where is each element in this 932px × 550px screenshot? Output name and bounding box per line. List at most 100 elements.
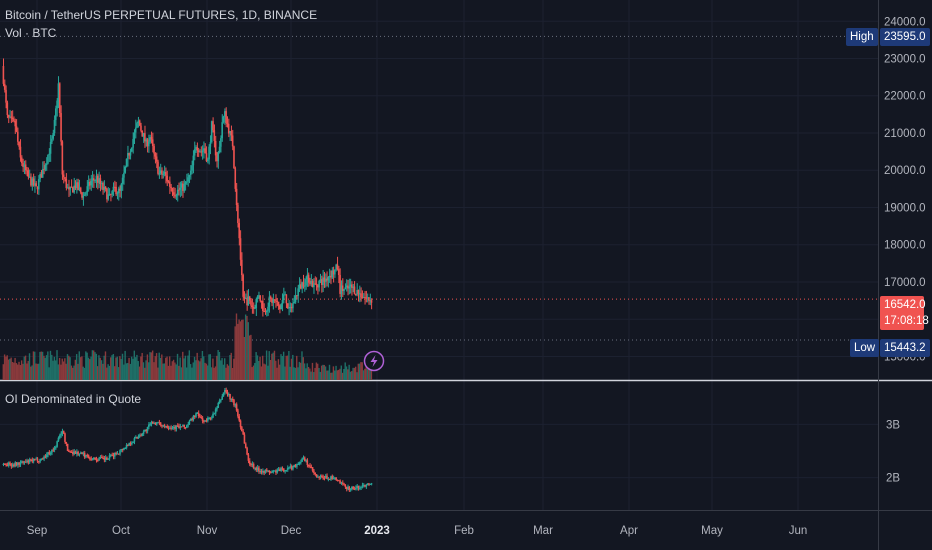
candle-body xyxy=(339,275,341,294)
volume-bar xyxy=(43,355,45,380)
volume-bar xyxy=(66,354,69,380)
volume-bar xyxy=(334,370,336,380)
candle-body xyxy=(188,175,191,178)
oi-body xyxy=(339,480,341,484)
volume-bar xyxy=(345,366,348,380)
candle-body xyxy=(260,300,263,302)
volume-bar xyxy=(271,353,273,380)
volume-bar xyxy=(263,363,265,380)
candle-body xyxy=(144,133,146,142)
oi-body xyxy=(225,390,227,392)
oi-body xyxy=(40,458,43,460)
volume-bar xyxy=(119,356,121,380)
candle-body xyxy=(264,311,267,313)
oi-body xyxy=(82,452,85,454)
volume-bar xyxy=(203,356,205,380)
oi-body xyxy=(174,426,176,429)
candle-body xyxy=(96,175,99,183)
volume-bar xyxy=(15,363,18,380)
oi-body xyxy=(284,470,286,472)
oi-body xyxy=(112,455,115,457)
oi-body xyxy=(322,476,324,478)
volume-bar xyxy=(317,363,319,380)
price-tick-label: 19000.0 xyxy=(884,202,926,214)
volume-bar xyxy=(154,356,156,380)
candle-body xyxy=(199,151,201,153)
oi-body xyxy=(366,483,369,486)
candle-body xyxy=(268,296,271,307)
volume-bar xyxy=(251,367,253,380)
volume-bar xyxy=(246,315,248,380)
volume-bar xyxy=(220,360,222,380)
oi-body xyxy=(5,464,7,466)
candle-body xyxy=(22,163,24,167)
candle-body xyxy=(250,300,252,306)
volume-bar xyxy=(286,355,289,380)
volume-bar xyxy=(318,367,320,380)
oi-body xyxy=(201,417,204,421)
volume-bar xyxy=(209,354,211,380)
oi-body xyxy=(238,416,240,421)
oi-body xyxy=(227,394,230,396)
candle-body xyxy=(206,159,209,162)
candle-body xyxy=(145,139,147,142)
candle-body xyxy=(103,186,106,190)
oi-body xyxy=(7,462,10,466)
volume-bar xyxy=(96,366,99,380)
volume-bar xyxy=(132,358,134,380)
volume-bar xyxy=(158,352,160,380)
volume-bar xyxy=(301,351,303,380)
candle-body xyxy=(47,154,49,164)
candle-body xyxy=(258,295,260,297)
candle-body xyxy=(40,174,43,178)
candle-body xyxy=(36,186,39,190)
oi-candles xyxy=(2,387,373,493)
oi-body xyxy=(48,452,51,455)
candle-body xyxy=(20,157,23,164)
volume-bar xyxy=(296,355,298,380)
candle-body xyxy=(237,205,239,224)
volume-bar xyxy=(2,364,4,380)
oi-body xyxy=(136,437,138,439)
candle-body xyxy=(2,65,5,84)
volume-bar xyxy=(17,364,19,380)
oi-body xyxy=(192,415,195,420)
candle-body xyxy=(157,161,159,174)
oi-body xyxy=(158,422,161,424)
volume-bar xyxy=(344,362,346,380)
time-tick-label: Jun xyxy=(789,525,808,537)
oi-body xyxy=(179,426,182,428)
oi-body xyxy=(272,470,275,472)
candle-body xyxy=(352,286,354,288)
candle-body xyxy=(77,182,79,190)
last-price-tag: 16542.0 17:08:18 xyxy=(880,296,929,330)
candle-body xyxy=(70,186,73,188)
candle-body xyxy=(227,123,230,134)
candle-body xyxy=(27,170,30,177)
candle-body xyxy=(11,117,14,120)
oi-body xyxy=(140,435,142,437)
candle-body xyxy=(255,299,258,309)
volume-bar xyxy=(330,372,332,380)
candle-body xyxy=(83,194,86,196)
candle-body xyxy=(62,174,65,178)
volume-bar xyxy=(272,352,274,380)
candle-body xyxy=(243,296,246,299)
candle-body xyxy=(129,151,132,156)
volume-bar xyxy=(138,366,141,380)
candle-body xyxy=(151,139,154,147)
candle-body xyxy=(30,176,32,186)
oi-body xyxy=(289,466,292,468)
oi-body xyxy=(180,426,183,428)
candle-body xyxy=(41,168,44,178)
volume-bar xyxy=(284,366,286,380)
candle-body xyxy=(104,186,107,189)
volume-bar xyxy=(250,334,252,380)
candle-body xyxy=(214,140,217,156)
candle-body xyxy=(244,298,247,300)
volume-bar xyxy=(98,355,100,380)
oi-body xyxy=(116,453,119,455)
volume-bar xyxy=(39,351,41,380)
volume-bar xyxy=(100,360,103,380)
